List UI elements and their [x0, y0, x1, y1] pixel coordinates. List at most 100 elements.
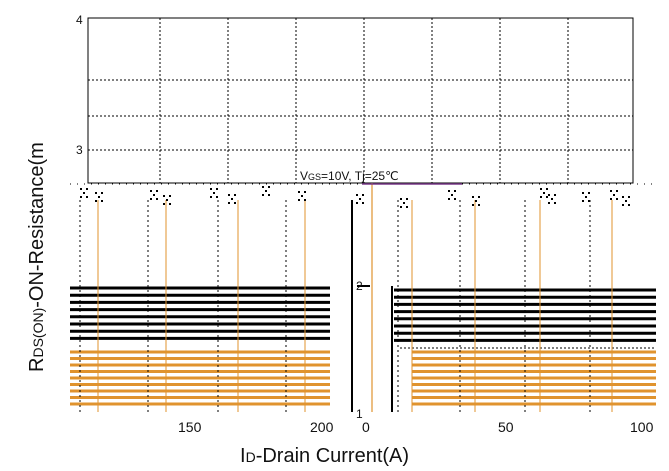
artifact-dot — [472, 204, 474, 206]
artifact-dot — [362, 202, 364, 204]
x-tick-labels: 150 200 0 50 100 — [178, 419, 654, 435]
artifact-dot — [582, 192, 584, 194]
plot-frame — [87, 17, 634, 184]
x-tick-label: 200 — [310, 419, 334, 435]
artifact-dot — [265, 190, 267, 192]
artifact-dot — [588, 192, 590, 194]
artifact-dot — [298, 199, 300, 201]
artifact-dot — [400, 206, 402, 208]
artifact-dot — [213, 192, 215, 194]
artifact-dot — [540, 196, 542, 198]
artifact-dot — [628, 204, 630, 206]
artifact-dot — [625, 200, 627, 202]
artifact-dot — [210, 196, 212, 198]
artifact-dot — [101, 192, 103, 194]
stripe-band-right — [357, 200, 656, 412]
x-tick-label: 50 — [498, 419, 514, 435]
y-tick-label: 2 — [356, 279, 363, 293]
artifact-dot — [454, 198, 456, 200]
artifact-dot — [585, 196, 587, 198]
artifact-dot — [163, 195, 165, 197]
artifact-dot — [628, 196, 630, 198]
artifact-dot — [228, 194, 230, 196]
artifact-dot — [150, 198, 152, 200]
artifact-dot — [95, 200, 97, 202]
annotation-label: VGS=10V, Tj=25℃ — [300, 169, 399, 183]
artifact-dot — [551, 198, 553, 200]
artifact-dot — [554, 202, 556, 204]
artifact-dot — [101, 200, 103, 202]
artifact-dot — [400, 198, 402, 200]
artifact-dot — [150, 190, 152, 192]
artifact-dot — [95, 192, 97, 194]
artifact-dot — [610, 190, 612, 192]
artifact-dot — [406, 198, 408, 200]
artifact-dot — [588, 200, 590, 202]
artifact-dot — [268, 194, 270, 196]
artifact-dot — [304, 199, 306, 201]
x-axis-title: ID-Drain Current(A) — [240, 445, 409, 467]
artifact-dot — [451, 194, 453, 196]
artifact-dot — [153, 194, 155, 196]
artifact-dot — [582, 200, 584, 202]
artifact-dot — [554, 194, 556, 196]
artifact-dot — [86, 196, 88, 198]
x-tick-label: 100 — [630, 419, 654, 435]
artifact-dot — [540, 188, 542, 190]
artifact-dot — [83, 192, 85, 194]
artifact-dot — [210, 188, 212, 190]
artifact-dot — [622, 196, 624, 198]
artifact-dot — [156, 198, 158, 200]
artifact-dot — [80, 188, 82, 190]
artifact-dot — [268, 186, 270, 188]
y-tick-label: 3 — [76, 143, 83, 157]
artifact-dot — [478, 204, 480, 206]
artifact-dot — [548, 194, 550, 196]
artifact-dot — [546, 196, 548, 198]
dotted-artifact-row — [70, 183, 656, 208]
artifact-dot — [169, 203, 171, 205]
artifact-dot — [262, 194, 264, 196]
artifact-dot — [548, 202, 550, 204]
artifact-dot — [166, 199, 168, 201]
artifact-dot — [616, 190, 618, 192]
artifact-dot — [622, 204, 624, 206]
artifact-dot — [362, 194, 364, 196]
artifact-dot — [359, 198, 361, 200]
y-tick-label: 4 — [76, 13, 83, 27]
artifact-dot — [298, 191, 300, 193]
artifact-dot — [356, 194, 358, 196]
artifact-dot — [304, 191, 306, 193]
x-tick-label: 150 — [178, 419, 202, 435]
y-tick-labels: 4 3 2 1 — [76, 13, 363, 421]
artifact-dot — [216, 188, 218, 190]
artifact-dot — [301, 195, 303, 197]
artifact-dot — [216, 196, 218, 198]
artifact-dot — [472, 196, 474, 198]
artifact-dot — [169, 195, 171, 197]
artifact-dot — [610, 198, 612, 200]
artifact-dot — [156, 190, 158, 192]
artifact-dot — [80, 196, 82, 198]
artifact-dot — [406, 206, 408, 208]
stripe-band-left — [70, 200, 330, 412]
y-tick-label: 1 — [356, 407, 363, 421]
artifact-dot — [448, 190, 450, 192]
artifact-dot — [163, 203, 165, 205]
artifact-dot — [546, 188, 548, 190]
artifact-dot — [356, 202, 358, 204]
artifact-dot — [234, 194, 236, 196]
artifact-dot — [231, 198, 233, 200]
gridlines — [88, 18, 633, 183]
artifact-dot — [228, 202, 230, 204]
artifact-dot — [616, 198, 618, 200]
artifact-dot — [403, 202, 405, 204]
x-tick-label: 0 — [362, 419, 370, 435]
artifact-dot — [262, 186, 264, 188]
artifact-dot — [478, 196, 480, 198]
artifact-dot — [613, 194, 615, 196]
artifact-dot — [543, 192, 545, 194]
artifact-dot — [475, 200, 477, 202]
artifact-dot — [454, 190, 456, 192]
